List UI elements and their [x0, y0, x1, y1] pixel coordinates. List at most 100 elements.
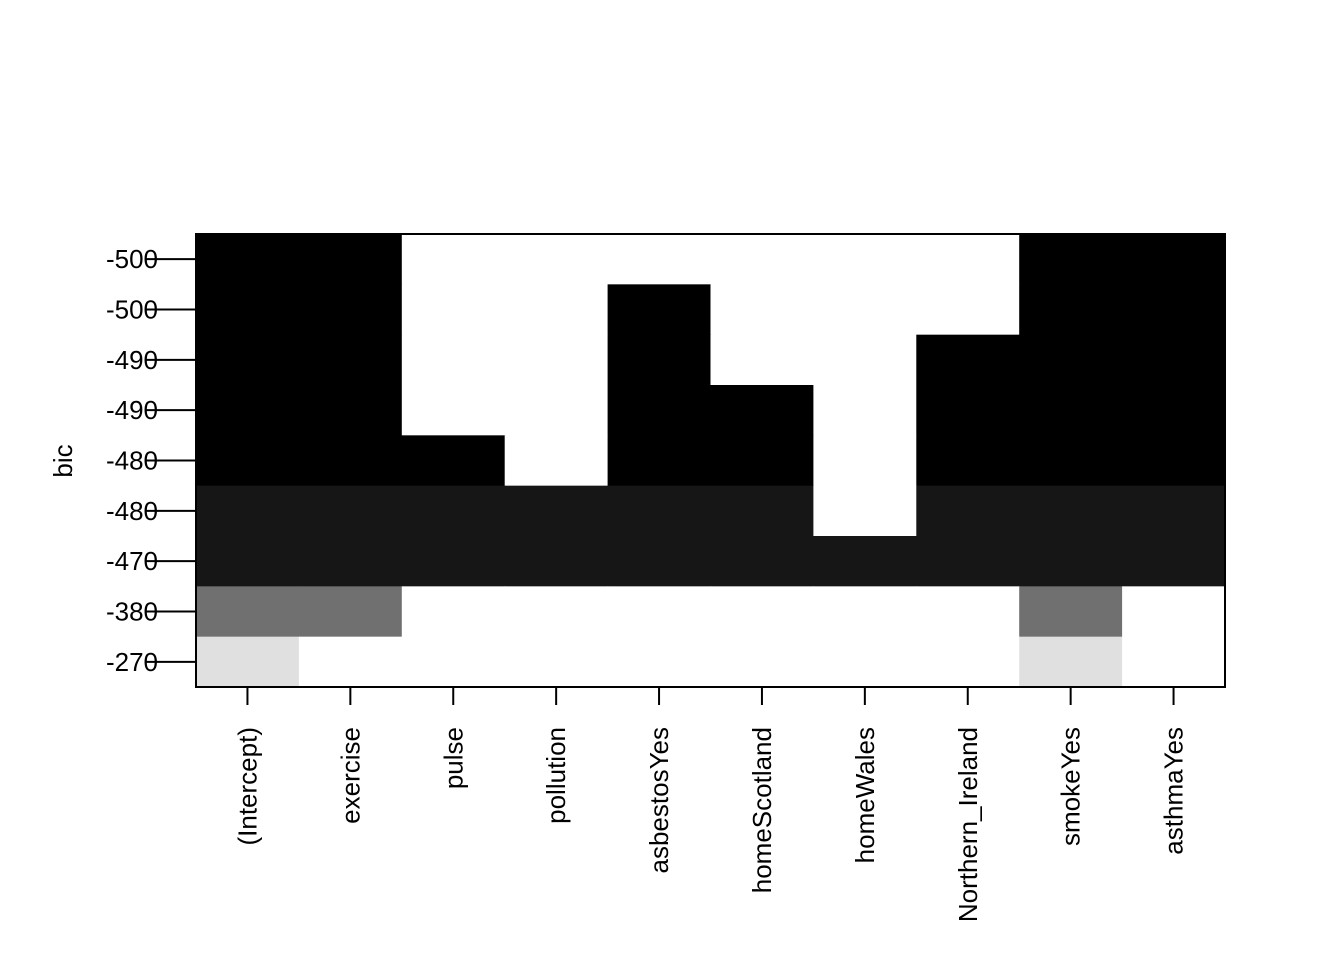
heatmap-cell: [1122, 334, 1226, 386]
heatmap-cell: [813, 284, 917, 336]
heatmap-cell: [1122, 636, 1226, 688]
heatmap-cell: [607, 636, 712, 688]
y-tick-label: -480: [106, 446, 158, 476]
heatmap-cell: [196, 435, 300, 487]
heatmap-cell: [607, 485, 712, 537]
heatmap-cell: [710, 636, 814, 688]
heatmap-cell: [401, 586, 506, 638]
x-tick-label: homeScotland: [747, 727, 777, 893]
heatmap-cell: [196, 385, 300, 436]
heatmap-cell: [401, 435, 506, 487]
y-tick-label: -490: [106, 345, 158, 375]
heatmap-cell: [196, 536, 300, 587]
heatmap-cell: [504, 334, 609, 386]
heatmap-cell: [298, 234, 403, 285]
x-axis: (Intercept) exercise pulse pollution asbesto…: [232, 687, 1189, 922]
heatmap-cell: [813, 234, 917, 285]
y-tick-label: -270: [106, 647, 158, 677]
heatmap-cell: [1019, 586, 1123, 638]
heatmap-cell: [504, 636, 609, 688]
x-tick-label: asthmaYes: [1159, 727, 1189, 855]
heatmap-cell: [401, 536, 506, 587]
heatmap-cell: [1019, 334, 1123, 386]
heatmap-cell: [710, 485, 814, 537]
heatmap-cell: [710, 435, 814, 487]
heatmap-cell: [298, 586, 403, 638]
heatmap-cell: [196, 234, 300, 285]
heatmap-cell: [504, 234, 609, 285]
heatmap-cell: [401, 334, 506, 386]
heatmap-cell: [504, 435, 609, 487]
heatmap-cell: [196, 586, 300, 638]
heatmap-cell: [607, 284, 712, 336]
heatmap-cell: [1019, 234, 1123, 285]
heatmap-cell: [813, 435, 917, 487]
heatmap-cell: [1019, 636, 1123, 688]
heatmap-cell: [813, 385, 917, 436]
heatmap-cell: [916, 485, 1020, 537]
heatmap-cell: [916, 284, 1020, 336]
heatmap-cell: [607, 435, 712, 487]
heatmap-cell: [1122, 234, 1226, 285]
heatmap-cells: [196, 234, 1226, 688]
x-tick-label: asbestosYes: [644, 727, 674, 873]
heatmap-cell: [813, 334, 917, 386]
heatmap-cell: [916, 234, 1020, 285]
x-tick-label: pollution: [541, 727, 571, 824]
heatmap-cell: [607, 334, 712, 386]
heatmap-cell: [710, 536, 814, 587]
heatmap-cell: [916, 334, 1020, 386]
heatmap-cell: [1122, 435, 1226, 487]
heatmap-cell: [1019, 435, 1123, 487]
y-tick-label: -500: [106, 295, 158, 325]
x-tick-label: Northern_Ireland: [953, 727, 983, 922]
heatmap-cell: [1019, 385, 1123, 436]
heatmap-cell: [710, 385, 814, 436]
heatmap-cell: [298, 334, 403, 386]
heatmap-cell: [916, 435, 1020, 487]
x-tick-label: exercise: [335, 727, 365, 824]
heatmap-cell: [504, 485, 609, 537]
heatmap-cell: [504, 385, 609, 436]
x-tick-label: pulse: [438, 727, 468, 789]
heatmap-cell: [298, 636, 403, 688]
heatmap-cell: [710, 234, 814, 285]
heatmap-cell: [504, 536, 609, 587]
heatmap-cell: [1019, 485, 1123, 537]
heatmap-cell: [916, 536, 1020, 587]
heatmap-cell: [196, 284, 300, 336]
x-tick-label: smokeYes: [1056, 727, 1086, 846]
heatmap-cell: [401, 234, 506, 285]
heatmap-cell: [504, 586, 609, 638]
heatmap-cell: [1019, 536, 1123, 587]
heatmap-cell: [916, 586, 1020, 638]
heatmap-cell: [298, 284, 403, 336]
heatmap-cell: [298, 435, 403, 487]
heatmap-cell: [401, 636, 506, 688]
heatmap-cell: [813, 536, 917, 587]
heatmap-cell: [401, 284, 506, 336]
x-tick-label: (Intercept): [232, 727, 262, 846]
heatmap-cell: [607, 385, 712, 436]
heatmap-cell: [710, 586, 814, 638]
heatmap-cell: [813, 485, 917, 537]
heatmap-cell: [1019, 284, 1123, 336]
heatmap-cell: [607, 536, 712, 587]
heatmap-cell: [298, 485, 403, 537]
y-tick-label: -470: [106, 546, 158, 576]
heatmap-cell: [1122, 284, 1226, 336]
heatmap-cell: [1122, 586, 1226, 638]
heatmap-cell: [916, 385, 1020, 436]
heatmap-cell: [1122, 385, 1226, 436]
heatmap-cell: [298, 385, 403, 436]
heatmap-cell: [710, 284, 814, 336]
heatmap-cell: [1122, 536, 1226, 587]
heatmap-cell: [196, 334, 300, 386]
heatmap-cell: [1122, 485, 1226, 537]
y-axis-title: bic: [48, 444, 78, 477]
y-tick-label: -380: [106, 597, 158, 627]
heatmap-cell: [196, 485, 300, 537]
y-tick-label: -500: [106, 244, 158, 274]
heatmap-cell: [196, 636, 300, 688]
